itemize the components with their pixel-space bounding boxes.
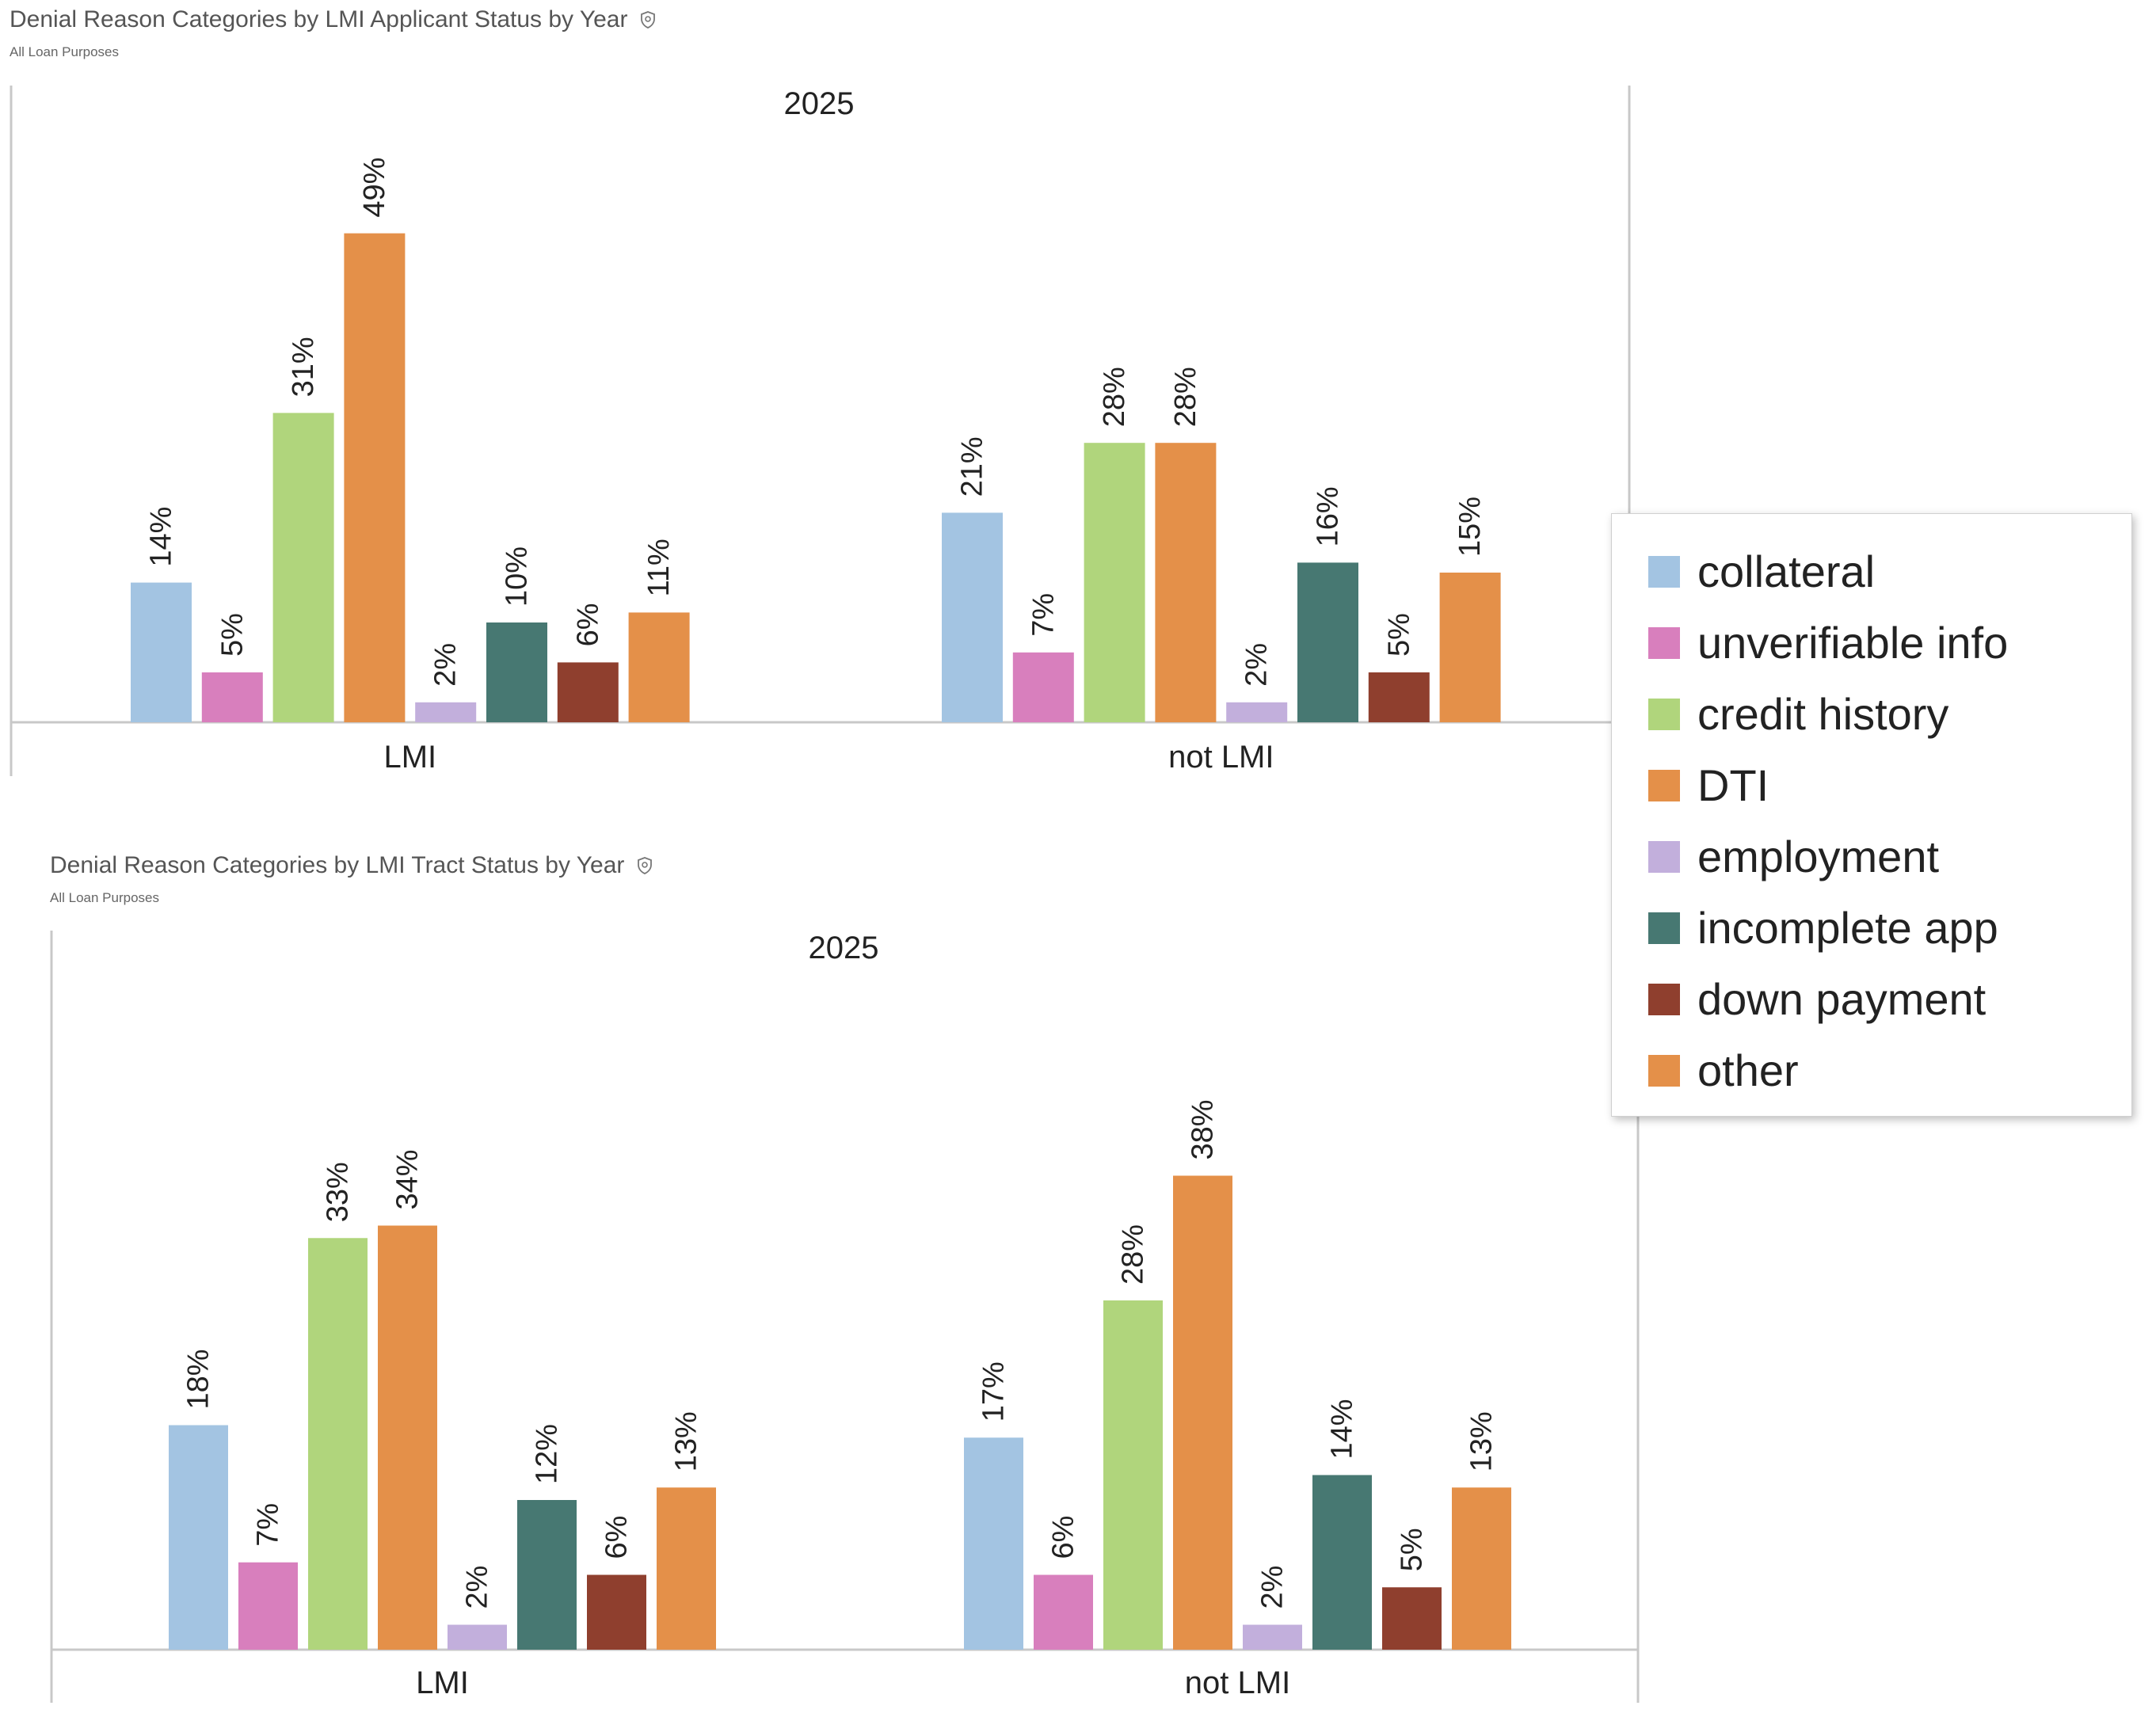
data-label: 7%	[1027, 593, 1060, 637]
legend-label: DTI	[1697, 760, 1769, 810]
data-label: 28%	[1169, 367, 1202, 427]
legend-label: collateral	[1697, 546, 1876, 596]
chart-2-subtitle: All Loan Purposes	[50, 890, 159, 905]
data-label: 31%	[287, 337, 320, 397]
legend-swatch	[1648, 770, 1680, 801]
data-label: 5%	[215, 613, 249, 657]
legend-label: incomplete app	[1697, 903, 1998, 953]
legend-label: credit history	[1697, 689, 1949, 739]
bar	[272, 413, 334, 722]
bar	[1439, 573, 1501, 722]
legend-item[interactable]: other	[1648, 1035, 2131, 1106]
bar	[1012, 652, 1074, 722]
data-label: 2%	[429, 643, 463, 687]
legend-label: employment	[1697, 832, 1940, 881]
legend-swatch	[1648, 841, 1680, 873]
bar	[344, 233, 406, 723]
bar	[1297, 562, 1358, 722]
legend-item[interactable]: credit history	[1648, 679, 2131, 750]
data-label: 49%	[358, 158, 391, 218]
bar	[557, 662, 619, 722]
legend-swatch	[1648, 627, 1680, 659]
bar	[131, 582, 192, 722]
shield-icon[interactable]	[638, 10, 657, 29]
data-label: 11%	[642, 539, 676, 596]
bar	[942, 512, 1003, 722]
legend-item[interactable]: collateral	[1648, 536, 2131, 607]
legend-swatch	[1648, 984, 1680, 1015]
bar	[1226, 702, 1288, 722]
legend-item[interactable]: DTI	[1648, 750, 2131, 821]
legend-label: other	[1697, 1045, 1799, 1095]
data-label: 15%	[1453, 497, 1487, 557]
legend-item[interactable]: down payment	[1648, 964, 2131, 1035]
data-label: 21%	[956, 436, 989, 497]
chart-1-subtitle: All Loan Purposes	[10, 44, 119, 59]
shield-icon[interactable]	[635, 856, 654, 875]
bar	[415, 702, 477, 722]
legend-label: down payment	[1697, 974, 1986, 1024]
chart-2-title: Denial Reason Categories by LMI Tract St…	[50, 852, 625, 878]
bar	[1084, 443, 1145, 722]
chart-1-title-row: Denial Reason Categories by LMI Applican…	[10, 6, 657, 33]
legend: collateral unverifiable info credit histor…	[1611, 513, 2132, 1117]
bar	[1155, 443, 1217, 722]
legend-swatch	[1648, 1055, 1680, 1087]
panel-title: 2025	[784, 86, 855, 121]
data-label: 16%	[1312, 486, 1345, 546]
category-label: not LMI	[1168, 740, 1274, 775]
legend-item[interactable]: unverifiable info	[1648, 607, 2131, 679]
legend-item[interactable]: employment	[1648, 821, 2131, 893]
legend-item[interactable]: incomplete app	[1648, 893, 2131, 964]
data-label: 6%	[571, 603, 604, 646]
chart-1-header: Denial Reason Categories by LMI Applican…	[10, 6, 657, 60]
bar	[1368, 672, 1430, 722]
legend-swatch	[1648, 699, 1680, 730]
legend-swatch	[1648, 556, 1680, 588]
data-label: 10%	[501, 546, 534, 607]
data-label: 2%	[1240, 643, 1274, 687]
chart-2-title-row: Denial Reason Categories by LMI Tract St…	[50, 852, 654, 879]
bar	[628, 612, 690, 722]
data-label: 14%	[145, 507, 178, 567]
bar	[486, 622, 547, 722]
category-label: LMI	[383, 740, 436, 775]
data-label: 28%	[1098, 367, 1131, 427]
chart-2-header: Denial Reason Categories by LMI Tract St…	[50, 852, 654, 906]
chart-1-title: Denial Reason Categories by LMI Applican…	[10, 6, 628, 32]
data-label: 5%	[1382, 613, 1415, 657]
legend-label: unverifiable info	[1697, 618, 2009, 668]
legend-swatch	[1648, 912, 1680, 944]
bar	[201, 672, 263, 722]
